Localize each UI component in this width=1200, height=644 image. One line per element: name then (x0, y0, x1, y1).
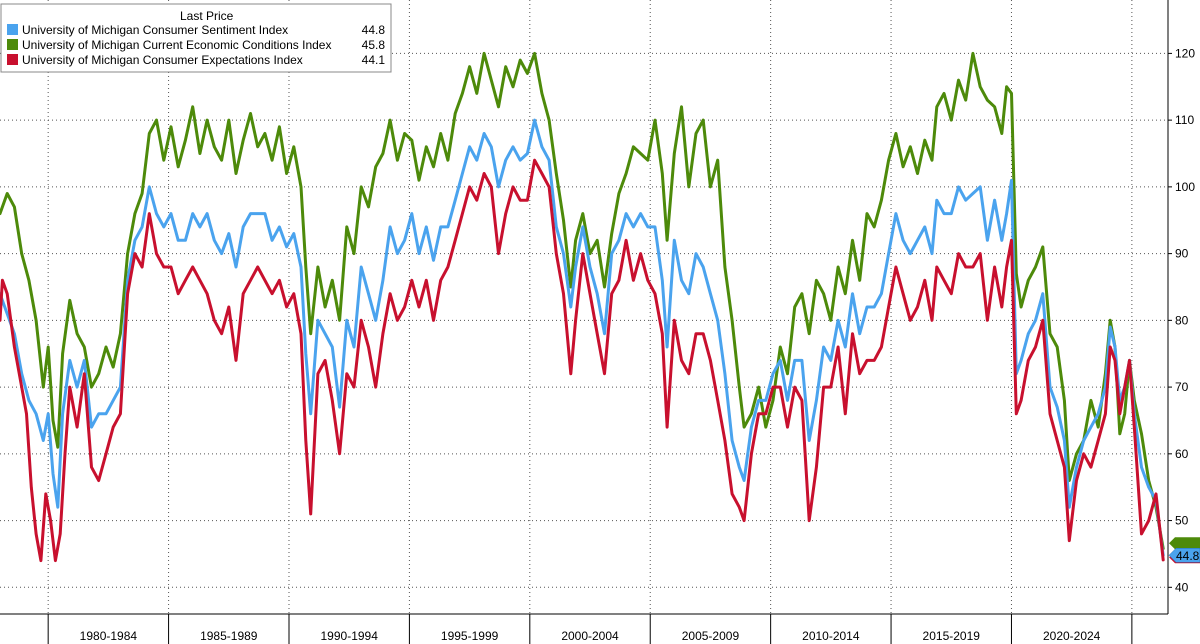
series-line-2 (0, 158, 1165, 563)
legend-series-name: University of Michigan Consumer Expectat… (22, 53, 303, 67)
y-tick-label: 50 (1175, 514, 1189, 528)
x-tick-label: 1995-1999 (441, 629, 499, 643)
legend-box (0, 3, 392, 73)
x-tick-label: 2005-2009 (682, 629, 740, 643)
y-tick-label: 60 (1175, 447, 1189, 461)
x-tick-label: 1985-1989 (200, 629, 258, 643)
y-tick-label: 90 (1175, 247, 1189, 261)
last-value-badge: 44.8 (1168, 537, 1200, 564)
x-tick-label: 1980-1984 (80, 629, 138, 643)
badge-value: 44.8 (1176, 549, 1200, 563)
x-tick-label: 2010-2014 (802, 629, 860, 643)
badge-blue (1168, 548, 1200, 563)
x-tick-label: 2020-2024 (1043, 629, 1101, 643)
series-line-1 (0, 118, 1165, 557)
y-tick-label: 100 (1175, 180, 1195, 194)
x-tick-label: 2015-2019 (923, 629, 981, 643)
legend-last-price: 45.8 (362, 38, 386, 52)
badge-green (1169, 537, 1200, 550)
x-axis-ticks: 1980-1984 1985-1989 1990-1994 1995-1999 2000… (47, 614, 1133, 644)
legend-last-price: 44.8 (362, 23, 386, 37)
legend-rows: University of Michigan Consumer Sentimen… (7, 23, 385, 67)
y-tick-label: 40 (1175, 580, 1189, 594)
series-lines (0, 51, 1165, 563)
legend-swatch (7, 54, 18, 65)
y-tick-label: 120 (1175, 46, 1195, 60)
y-tick-label: 70 (1175, 380, 1189, 394)
series-line-0 (0, 51, 1165, 551)
legend-series-name: University of Michigan Consumer Sentimen… (22, 23, 288, 37)
y-tick-label: 80 (1175, 313, 1189, 327)
legend-swatch (7, 39, 18, 50)
legend-header: Last Price (180, 9, 234, 23)
legend-series-name: University of Michigan Current Economic … (22, 38, 331, 52)
y-axis-ticks: 40 50 60 70 80 90 100 110 120 (1168, 46, 1195, 594)
x-tick-label: 1990-1994 (321, 629, 379, 643)
axes (0, 0, 1169, 615)
legend-swatch (7, 24, 18, 35)
plot-background (0, 0, 1168, 614)
legend: Last Price University of Michigan Consum… (0, 3, 392, 73)
y-tick-label: 110 (1175, 113, 1194, 127)
legend-last-price: 44.1 (362, 53, 386, 67)
x-tick-label: 2000-2004 (561, 629, 619, 643)
